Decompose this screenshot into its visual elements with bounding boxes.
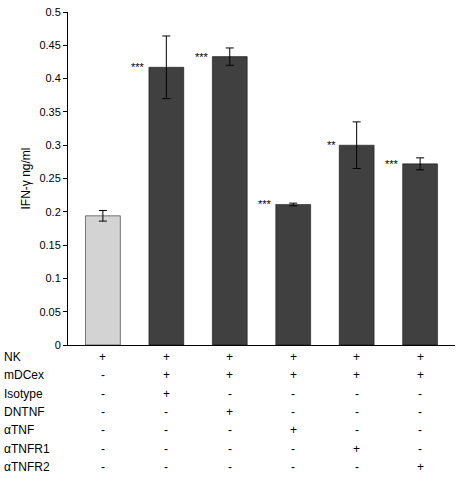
svg-text:0.4: 0.4	[46, 72, 61, 84]
svg-text:-: -	[101, 368, 105, 382]
svg-text:-: -	[291, 387, 295, 401]
svg-text:0.45: 0.45	[39, 39, 60, 51]
svg-text:0.1: 0.1	[46, 272, 61, 284]
svg-text:0.2: 0.2	[46, 206, 61, 218]
svg-text:-: -	[291, 460, 295, 474]
svg-text:+: +	[226, 405, 233, 419]
svg-text:αTNFR1: αTNFR1	[4, 442, 50, 456]
svg-text:0.35: 0.35	[39, 106, 60, 118]
svg-text:-: -	[101, 423, 105, 437]
svg-text:0.5: 0.5	[46, 6, 61, 18]
svg-text:αTNFR2: αTNFR2	[4, 460, 50, 474]
svg-text:+: +	[163, 350, 170, 364]
svg-text:-: -	[355, 405, 359, 419]
svg-text:+: +	[226, 350, 233, 364]
svg-text:0.05: 0.05	[39, 306, 60, 318]
svg-text:***: ***	[385, 158, 399, 170]
svg-text:-: -	[355, 460, 359, 474]
svg-text:-: -	[164, 442, 168, 456]
svg-text:+: +	[163, 368, 170, 382]
svg-text:DNTNF: DNTNF	[4, 405, 45, 419]
svg-text:αTNF: αTNF	[4, 423, 34, 437]
svg-text:***: ***	[258, 198, 272, 210]
svg-text:0.15: 0.15	[39, 239, 60, 251]
svg-text:-: -	[228, 423, 232, 437]
svg-text:+: +	[353, 350, 360, 364]
svg-text:+: +	[290, 423, 297, 437]
svg-text:0: 0	[55, 339, 61, 351]
svg-text:-: -	[101, 387, 105, 401]
svg-text:Isotype: Isotype	[4, 387, 43, 401]
svg-text:-: -	[228, 387, 232, 401]
svg-text:+: +	[163, 387, 170, 401]
svg-text:+: +	[353, 368, 360, 382]
svg-text:-: -	[101, 442, 105, 456]
svg-text:+: +	[290, 350, 297, 364]
svg-text:0.3: 0.3	[46, 139, 61, 151]
svg-text:+: +	[99, 350, 106, 364]
svg-text:-: -	[228, 460, 232, 474]
svg-text:-: -	[291, 442, 295, 456]
svg-text:-: -	[355, 423, 359, 437]
svg-text:IFN-γ ng/ml: IFN-γ ng/ml	[19, 147, 33, 209]
svg-text:-: -	[101, 405, 105, 419]
svg-text:-: -	[291, 405, 295, 419]
svg-text:-: -	[418, 423, 422, 437]
svg-text:-: -	[228, 442, 232, 456]
svg-text:0.25: 0.25	[39, 172, 60, 184]
svg-text:-: -	[164, 405, 168, 419]
svg-text:+: +	[417, 350, 424, 364]
svg-text:-: -	[355, 387, 359, 401]
svg-text:-: -	[164, 460, 168, 474]
svg-text:***: ***	[131, 61, 145, 73]
svg-text:+: +	[417, 460, 424, 474]
svg-text:+: +	[226, 368, 233, 382]
svg-text:NK: NK	[4, 350, 21, 364]
svg-text:+: +	[290, 368, 297, 382]
svg-text:mDCex: mDCex	[4, 368, 44, 382]
svg-text:-: -	[164, 423, 168, 437]
svg-text:-: -	[418, 387, 422, 401]
svg-text:-: -	[101, 460, 105, 474]
svg-text:**: **	[327, 139, 336, 151]
svg-text:-: -	[418, 405, 422, 419]
svg-text:***: ***	[195, 51, 209, 63]
svg-text:+: +	[417, 368, 424, 382]
svg-text:-: -	[418, 442, 422, 456]
svg-text:+: +	[353, 442, 360, 456]
